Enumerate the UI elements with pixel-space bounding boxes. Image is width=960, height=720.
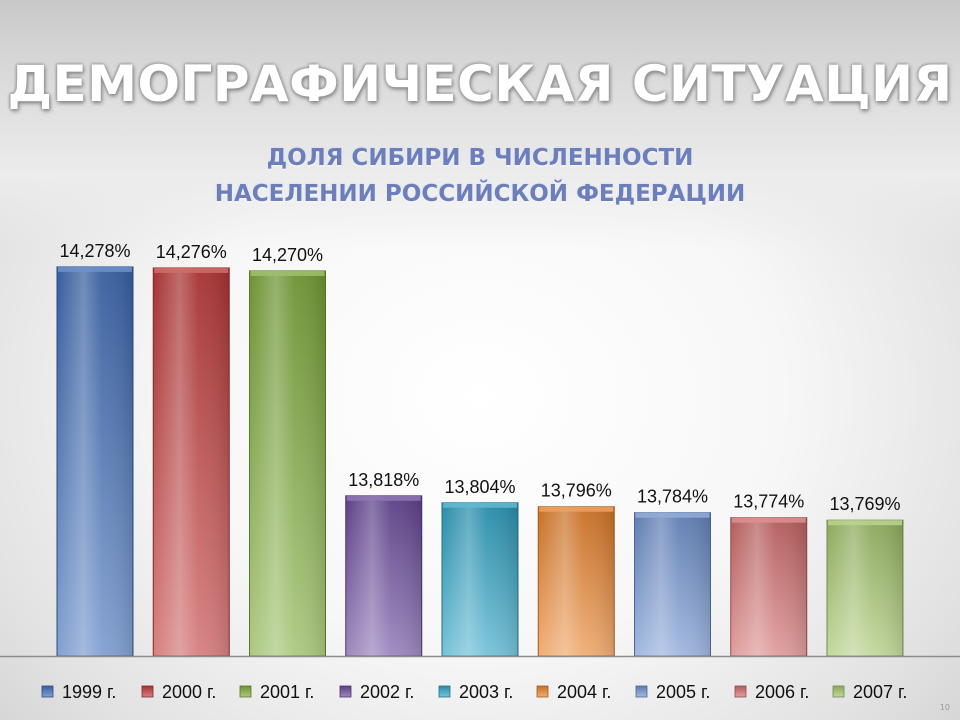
bar-sheen-0 (57, 266, 133, 656)
legend-label-2: 2001 г. (260, 682, 314, 702)
data-label-3: 13,818% (348, 470, 419, 490)
bar-sheen-1 (153, 267, 230, 656)
bar-sheen-7 (730, 517, 807, 656)
data-label-8: 13,769% (829, 494, 900, 514)
bar-cap-5 (539, 506, 614, 512)
data-label-5: 13,796% (541, 481, 612, 501)
legend-swatch-3 (339, 685, 352, 698)
bar-cap-4 (443, 502, 517, 508)
legend-swatch-4 (438, 685, 451, 698)
chart-subtitle: ДОЛЯ СИБИРИ В ЧИСЛЕННОСТИ НАСЕЛЕНИИ РОСС… (0, 140, 960, 212)
legend-label-5: 2004 г. (557, 682, 611, 702)
data-label-4: 13,804% (444, 477, 515, 497)
header-band (0, 0, 960, 250)
legend-swatch-2 (239, 685, 252, 698)
data-label-1: 14,276% (156, 242, 227, 262)
legend-label-8: 2007 г. (853, 682, 907, 702)
legend-label-4: 2003 г. (459, 682, 513, 702)
bar-sheen-8 (827, 520, 903, 656)
subtitle-line-2: НАСЕЛЕНИИ РОССИЙСКОЙ ФЕДЕРАЦИИ (214, 181, 746, 207)
legend-label-0: 1999 г. (62, 682, 116, 702)
bar-cap-0 (58, 266, 132, 272)
legend-label-6: 2005 г. (656, 682, 710, 702)
data-label-2: 14,270% (252, 245, 323, 265)
legend-swatch-1 (141, 685, 154, 698)
legend-label-3: 2002 г. (360, 682, 414, 702)
bar-sheen-2 (249, 270, 326, 656)
bar-cap-6 (635, 512, 710, 518)
legend-label-7: 2006 г. (755, 682, 809, 702)
subtitle-line-1: ДОЛЯ СИБИРИ В ЧИСЛЕННОСТИ (266, 145, 694, 171)
data-label-6: 13,784% (637, 487, 708, 507)
bar-sheen-5 (538, 506, 615, 656)
bar-cap-2 (250, 270, 325, 276)
legend-swatch-5 (536, 685, 549, 698)
bar-cap-1 (154, 267, 229, 273)
legend-swatch-7 (734, 685, 747, 698)
data-label-0: 14,278% (59, 241, 130, 261)
legend-swatch-0 (41, 685, 54, 698)
bar-cap-8 (828, 520, 902, 526)
slide-title: ДЕМОГРАФИЧЕСКАЯ СИТУАЦИЯ (7, 55, 953, 113)
legend-label-1: 2000 г. (162, 682, 216, 702)
legend-swatch-8 (832, 685, 845, 698)
bar-sheen-3 (345, 495, 422, 656)
data-label-7: 13,774% (733, 492, 804, 512)
bar-cap-3 (346, 495, 421, 501)
page-number: 10 (939, 703, 950, 712)
bar-sheen-4 (442, 502, 518, 656)
legend-swatch-6 (635, 685, 648, 698)
bar-sheen-6 (634, 512, 711, 656)
bar-cap-7 (731, 517, 806, 523)
